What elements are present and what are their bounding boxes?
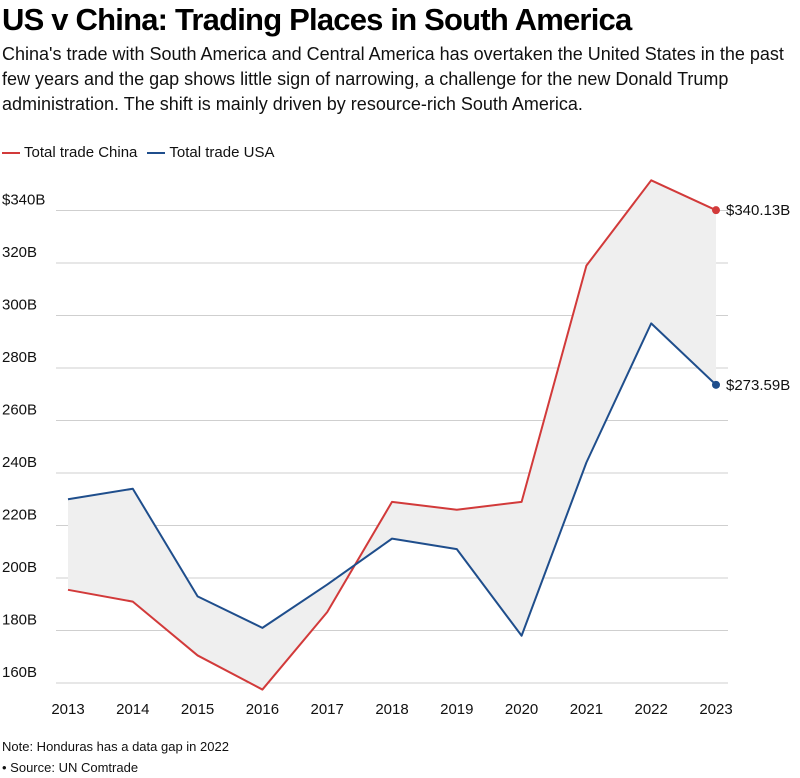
legend-swatch-china xyxy=(2,151,20,154)
gap-area xyxy=(68,180,716,690)
legend-label-china: Total trade China xyxy=(24,144,138,161)
chart-source: • Source: UN Comtrade xyxy=(2,760,139,775)
legend-swatch-usa xyxy=(147,151,166,154)
china-end-point xyxy=(712,206,720,215)
x-tick-label: 2023 xyxy=(699,701,732,718)
y-tick-label: $340B xyxy=(2,192,45,209)
chart-note: Note: Honduras has a data gap in 2022 xyxy=(2,739,229,754)
usa-end-label: $273.59B xyxy=(726,377,790,394)
y-tick-label: 160B xyxy=(2,664,37,681)
y-tick-label: 200B xyxy=(2,559,37,576)
chart-subtitle: China's trade with South America and Cen… xyxy=(2,44,784,114)
usa-trade-line xyxy=(67,322,717,637)
series-lines xyxy=(67,179,720,691)
china-end-label: $340.13B xyxy=(726,202,790,219)
axis-labels: 160B 180B 200B 220B 240B 260B 280B 300B 320B $340… xyxy=(2,192,790,719)
legend-label-usa: Total trade USA xyxy=(169,144,275,161)
x-tick-label: 2019 xyxy=(440,701,473,718)
gap-area-layer xyxy=(68,180,716,690)
y-tick-label: 240B xyxy=(2,454,37,471)
x-tick-label: 2018 xyxy=(375,701,408,718)
y-tick-label: 320B xyxy=(2,244,37,261)
y-tick-label: 220B xyxy=(2,507,37,524)
legend: Total trade China Total trade USA xyxy=(2,144,284,161)
x-tick-label: 2016 xyxy=(246,701,279,718)
x-tick-label: 2021 xyxy=(570,701,603,718)
x-tick-label: 2013 xyxy=(51,701,84,718)
y-tick-label: 280B xyxy=(2,349,37,366)
y-tick-label: 180B xyxy=(2,612,37,629)
usa-end-point xyxy=(712,380,720,389)
china-trade-line xyxy=(67,179,717,691)
x-tick-label: 2014 xyxy=(116,701,149,718)
chart-title: US v China: Trading Places in South Amer… xyxy=(2,2,632,37)
legend-item-china: Total trade China xyxy=(2,144,137,161)
x-tick-label: 2020 xyxy=(505,701,538,718)
gridlines xyxy=(56,210,728,684)
legend-item-usa: Total trade USA xyxy=(147,144,274,161)
x-tick-label: 2022 xyxy=(635,701,668,718)
y-tick-label: 300B xyxy=(2,297,37,314)
x-tick-label: 2015 xyxy=(181,701,214,718)
x-tick-label: 2017 xyxy=(311,701,344,718)
y-tick-label: 260B xyxy=(2,402,37,419)
